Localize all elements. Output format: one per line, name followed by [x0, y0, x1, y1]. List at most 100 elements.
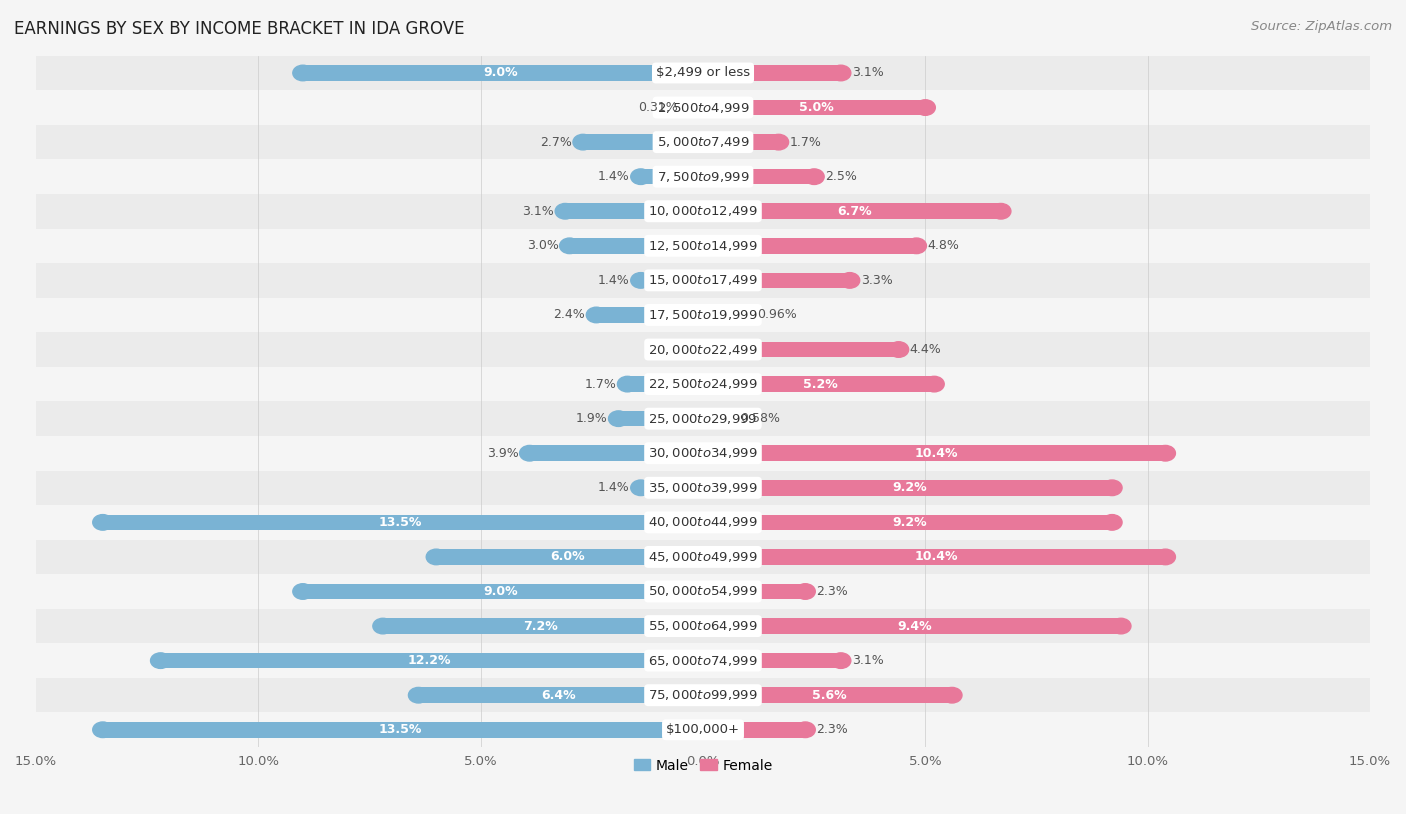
Circle shape	[804, 169, 824, 185]
Circle shape	[693, 376, 713, 392]
Text: 0.31%: 0.31%	[638, 101, 678, 114]
Bar	[627, 376, 703, 392]
FancyBboxPatch shape	[37, 298, 1369, 332]
Text: Source: ZipAtlas.com: Source: ZipAtlas.com	[1251, 20, 1392, 33]
Bar	[703, 65, 841, 81]
Text: 5.2%: 5.2%	[803, 378, 838, 391]
Bar	[302, 65, 703, 81]
Text: $65,000 to $74,999: $65,000 to $74,999	[648, 654, 758, 667]
Text: 4.4%: 4.4%	[910, 343, 942, 356]
Text: 3.1%: 3.1%	[522, 205, 554, 218]
Text: 9.2%: 9.2%	[893, 481, 927, 494]
Text: 9.0%: 9.0%	[484, 67, 517, 80]
Text: $30,000 to $34,999: $30,000 to $34,999	[648, 446, 758, 460]
Bar	[596, 307, 703, 322]
FancyBboxPatch shape	[37, 401, 1369, 436]
Text: $35,000 to $39,999: $35,000 to $39,999	[648, 481, 758, 495]
FancyBboxPatch shape	[37, 505, 1369, 540]
Text: $50,000 to $54,999: $50,000 to $54,999	[648, 584, 758, 598]
Bar	[103, 514, 703, 530]
Circle shape	[924, 376, 945, 392]
Circle shape	[679, 100, 699, 116]
Circle shape	[574, 134, 593, 150]
Bar	[641, 480, 703, 496]
Text: $15,000 to $17,499: $15,000 to $17,499	[648, 274, 758, 287]
Bar	[703, 445, 1166, 461]
Text: 1.7%: 1.7%	[585, 378, 616, 391]
Text: 2.3%: 2.3%	[817, 724, 848, 737]
Circle shape	[693, 480, 713, 496]
Circle shape	[1102, 514, 1122, 530]
Text: $45,000 to $49,999: $45,000 to $49,999	[648, 550, 758, 564]
Text: $12,500 to $14,999: $12,500 to $14,999	[648, 239, 758, 253]
Bar	[703, 134, 779, 150]
Text: 13.5%: 13.5%	[380, 516, 422, 529]
Text: $17,500 to $19,999: $17,500 to $19,999	[648, 308, 758, 322]
Text: 6.4%: 6.4%	[541, 689, 576, 702]
Bar	[703, 376, 934, 392]
Bar	[703, 584, 806, 599]
Bar	[641, 169, 703, 185]
Text: $5,000 to $7,499: $5,000 to $7,499	[657, 135, 749, 149]
Text: 13.5%: 13.5%	[380, 724, 422, 737]
Circle shape	[520, 445, 540, 461]
Circle shape	[693, 273, 713, 288]
Circle shape	[560, 238, 579, 254]
Text: 1.4%: 1.4%	[598, 481, 630, 494]
FancyBboxPatch shape	[37, 263, 1369, 298]
Circle shape	[150, 653, 170, 668]
Circle shape	[693, 342, 713, 357]
Circle shape	[693, 549, 713, 565]
Circle shape	[426, 549, 446, 565]
Bar	[703, 480, 1112, 496]
FancyBboxPatch shape	[37, 540, 1369, 574]
Text: 9.4%: 9.4%	[897, 619, 932, 632]
Circle shape	[693, 100, 713, 116]
Circle shape	[735, 307, 755, 322]
Text: 2.5%: 2.5%	[825, 170, 858, 183]
Bar	[703, 273, 849, 288]
Circle shape	[693, 687, 713, 703]
Text: $100,000+: $100,000+	[666, 724, 740, 737]
FancyBboxPatch shape	[37, 609, 1369, 643]
Text: $20,000 to $22,499: $20,000 to $22,499	[648, 343, 758, 357]
Bar	[436, 549, 703, 565]
Circle shape	[693, 619, 713, 634]
Text: 1.7%: 1.7%	[790, 136, 821, 149]
Bar	[703, 342, 898, 357]
Bar	[703, 169, 814, 185]
Bar	[160, 653, 703, 668]
Text: 2.4%: 2.4%	[554, 309, 585, 322]
Circle shape	[693, 584, 713, 599]
Circle shape	[693, 722, 713, 737]
Text: 3.3%: 3.3%	[860, 274, 893, 287]
Circle shape	[693, 653, 713, 668]
Text: $2,499 or less: $2,499 or less	[657, 67, 749, 80]
Circle shape	[555, 204, 575, 219]
Circle shape	[93, 514, 112, 530]
Bar	[703, 549, 1166, 565]
Text: 1.9%: 1.9%	[575, 412, 607, 425]
Text: 6.7%: 6.7%	[837, 205, 872, 218]
Circle shape	[292, 65, 314, 81]
Text: $22,500 to $24,999: $22,500 to $24,999	[648, 377, 758, 391]
Text: 3.9%: 3.9%	[486, 447, 519, 460]
Circle shape	[907, 238, 927, 254]
Circle shape	[693, 169, 713, 185]
Circle shape	[693, 65, 713, 81]
FancyBboxPatch shape	[37, 574, 1369, 609]
Circle shape	[693, 134, 713, 150]
Bar	[569, 238, 703, 254]
Text: 5.0%: 5.0%	[799, 101, 834, 114]
Circle shape	[693, 169, 713, 185]
FancyBboxPatch shape	[37, 332, 1369, 367]
Text: EARNINGS BY SEX BY INCOME BRACKET IN IDA GROVE: EARNINGS BY SEX BY INCOME BRACKET IN IDA…	[14, 20, 464, 38]
Text: $55,000 to $64,999: $55,000 to $64,999	[648, 619, 758, 633]
Circle shape	[693, 722, 713, 737]
Bar	[703, 619, 1121, 634]
Text: 7.2%: 7.2%	[523, 619, 558, 632]
Text: 2.7%: 2.7%	[540, 136, 572, 149]
Circle shape	[942, 687, 962, 703]
Circle shape	[693, 134, 713, 150]
Text: 1.4%: 1.4%	[598, 170, 630, 183]
